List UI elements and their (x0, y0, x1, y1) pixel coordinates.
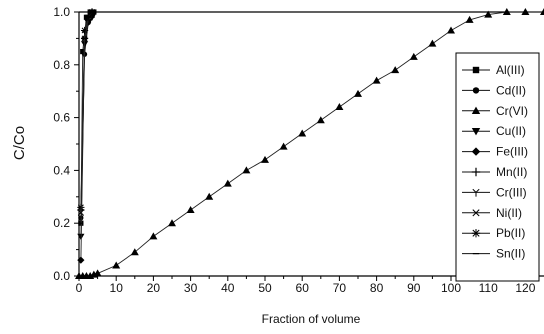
data-point (84, 13, 92, 21)
legend-marker (471, 229, 481, 238)
data-point (168, 219, 176, 227)
legend-label: Cu(II) (496, 124, 526, 138)
data-point (261, 155, 269, 163)
series-line (80, 16, 93, 224)
legend-item: Cr(VI) (462, 104, 528, 118)
data-point (205, 192, 214, 200)
data-point (112, 261, 121, 269)
x-tick-label: 70 (333, 281, 347, 295)
x-tick-label: 110 (479, 281, 498, 295)
y-tick-label: 1.0 (53, 5, 70, 19)
data-point (80, 26, 89, 35)
data-point (223, 179, 232, 187)
data-point (316, 116, 325, 124)
x-tick-label: 80 (370, 281, 384, 295)
legend-item: Pb(II) (462, 226, 525, 240)
legend-marker (472, 87, 480, 94)
series-layer (75, 8, 544, 279)
x-tick-label: 120 (515, 281, 535, 295)
data-point (279, 142, 288, 150)
legend-label: Mn(II) (496, 165, 527, 179)
data-point (447, 26, 455, 34)
data-point (428, 39, 437, 47)
y-tick-label: 0.4 (53, 163, 70, 177)
x-tick-label: 100 (441, 281, 461, 295)
legend-label: Cd(II) (496, 83, 526, 97)
x-tick-label: 30 (184, 281, 198, 295)
legend-marker (472, 66, 480, 74)
y-tick-label: 0.6 (53, 111, 70, 125)
data-point (391, 66, 400, 74)
legend-label: Al(III) (496, 63, 525, 77)
data-point (298, 129, 307, 137)
y-axis-label: C/Co (11, 126, 28, 160)
x-tick-label: 10 (110, 281, 124, 295)
data-point (242, 166, 251, 174)
data-point (521, 8, 530, 15)
legend-item: Cr(III) (462, 185, 527, 199)
data-point (80, 49, 86, 55)
legend-label: Pb(II) (496, 226, 525, 240)
legend-label: Cr(VI) (496, 104, 528, 118)
legend-label: Ni(II) (496, 206, 522, 220)
y-tick-label: 0.8 (53, 58, 70, 72)
data-point (130, 248, 139, 256)
legend-marker (472, 188, 480, 197)
legend-label: Sn(II) (496, 247, 525, 261)
data-point (372, 76, 381, 84)
legend-item: Al(III) (462, 63, 525, 77)
data-point (465, 15, 474, 23)
legend-box (455, 52, 540, 282)
legend-marker (471, 147, 481, 156)
data-point (540, 8, 544, 15)
x-axis-label: Fraction of volume (262, 312, 361, 326)
legend-item: Fe(III) (462, 145, 528, 159)
data-point (502, 8, 511, 15)
data-point (354, 89, 362, 97)
y-tick-label: 0.2 (53, 216, 70, 230)
data-point (409, 52, 418, 60)
data-point (186, 206, 195, 213)
x-tick-label: 0 (76, 281, 83, 295)
x-tick-label: 60 (296, 281, 310, 295)
legend-marker (471, 167, 481, 177)
x-tick-label: 20 (147, 281, 161, 295)
legend-marker (471, 106, 481, 114)
series-feiii (77, 11, 96, 264)
data-point (88, 8, 96, 16)
data-point (484, 10, 493, 18)
data-point (77, 256, 85, 264)
legend-label: Fe(III) (496, 145, 528, 159)
axes-layer: 0 10 20 30 40 50 60 70 80 90 100 110 120 0.0 0.2 0.4 0.6… (53, 5, 544, 295)
x-tick-label: 50 (258, 281, 272, 295)
legend-item: Cd(II) (462, 83, 526, 97)
legend-marker (471, 128, 481, 136)
legend-item: Cu(II) (462, 124, 526, 138)
x-tick-label: 90 (407, 281, 421, 295)
data-point (149, 232, 158, 240)
y-tick-label: 0.0 (53, 269, 70, 283)
legend-item: Sn(II) (462, 247, 525, 261)
legend-marker (472, 209, 480, 217)
data-point (93, 269, 102, 277)
series-crvi (75, 8, 544, 279)
legend-item: Mn(II) (462, 165, 527, 179)
series-snii (78, 16, 95, 224)
legend-item: Ni(II) (462, 206, 522, 220)
legend-label: Cr(III) (496, 185, 527, 199)
legend: Al(III) Cd(II) Cr(VI) Cu(II) Fe(III) Mn(II) Cr… (455, 52, 540, 282)
data-point (335, 103, 344, 111)
x-tick-label: 40 (221, 281, 235, 295)
